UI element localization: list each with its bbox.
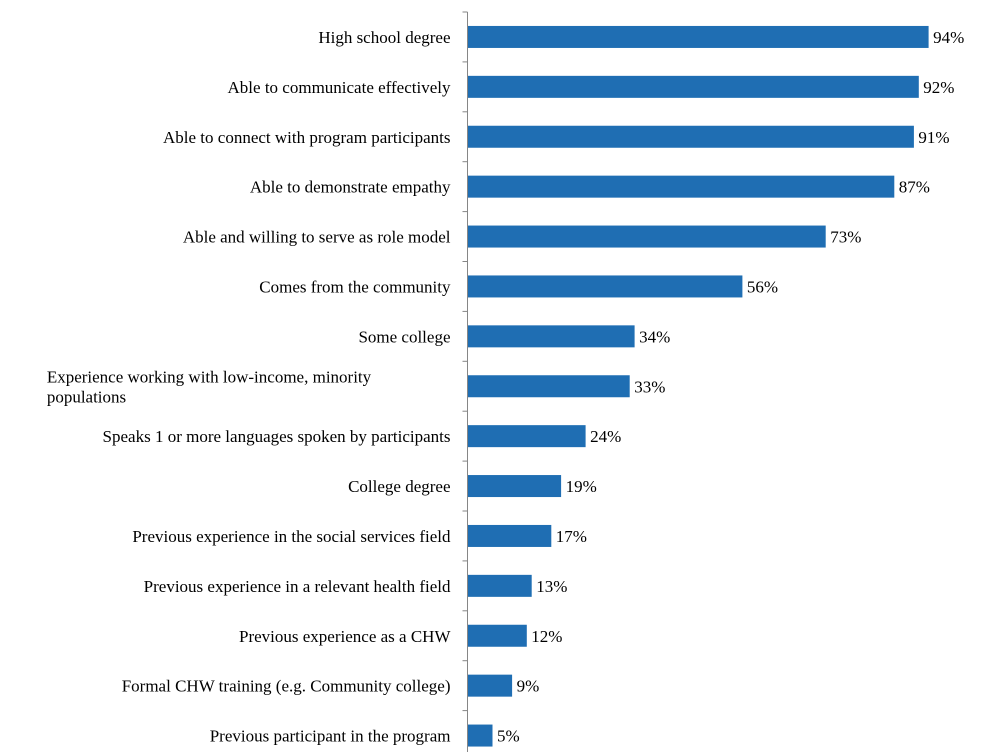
category-label: Previous experience as a CHW [239, 627, 451, 646]
value-label: 19% [566, 477, 597, 496]
value-label: 34% [639, 327, 670, 346]
bar [468, 225, 826, 248]
bar [468, 674, 513, 697]
category-label: Previous experience in the social servic… [132, 527, 451, 546]
bars-layer [468, 25, 929, 747]
category-label: High school degree [318, 28, 450, 47]
category-label: Able and willing to serve as role model [183, 228, 451, 247]
value-label: 87% [899, 178, 930, 197]
category-label: Previous experience in a relevant health… [144, 577, 451, 596]
value-label: 12% [531, 627, 562, 646]
bar [468, 175, 895, 198]
bar [468, 524, 552, 547]
category-label: Experience working with low-income, mino… [47, 367, 372, 406]
bar [468, 574, 532, 597]
bar [468, 25, 929, 48]
value-label: 9% [517, 677, 540, 696]
bar [468, 375, 630, 398]
category-label: Speaks 1 or more languages spoken by par… [103, 427, 451, 446]
category-label: Formal CHW training (e.g. Community coll… [122, 677, 451, 696]
bar [468, 125, 914, 148]
value-label: 5% [497, 727, 520, 746]
value-label: 56% [747, 277, 778, 296]
category-label: Comes from the community [259, 277, 451, 296]
value-label: 94% [933, 28, 964, 47]
category-label: Able to communicate effectively [228, 78, 451, 97]
value-label: 17% [556, 527, 587, 546]
category-label: Previous participant in the program [210, 727, 451, 746]
category-label: Able to connect with program participant… [163, 128, 451, 147]
bar [468, 75, 919, 98]
value-label: 91% [918, 128, 949, 147]
category-label: Some college [358, 327, 450, 346]
category-label-line: Experience working with low-income, mino… [47, 367, 372, 386]
bar [468, 425, 586, 448]
bar [468, 325, 635, 348]
bar [468, 275, 743, 298]
value-label: 24% [590, 427, 621, 446]
category-label: Able to demonstrate empathy [250, 178, 451, 197]
value-labels: 94% 92% 91% 87% 73% 56% 34% 33% 24% 19% 17% 13% 12% 9… [497, 28, 964, 746]
value-label: 13% [536, 577, 567, 596]
category-label: College degree [348, 477, 450, 496]
category-label-line: populations [47, 387, 126, 406]
bar [468, 624, 527, 647]
value-label: 73% [830, 228, 861, 247]
value-label: 33% [634, 377, 665, 396]
category-labels: High school degree Able to communicate ef… [47, 28, 452, 746]
axis-layer [462, 11, 468, 752]
value-label: 92% [923, 78, 954, 97]
bar [468, 724, 493, 747]
bar [468, 475, 562, 498]
